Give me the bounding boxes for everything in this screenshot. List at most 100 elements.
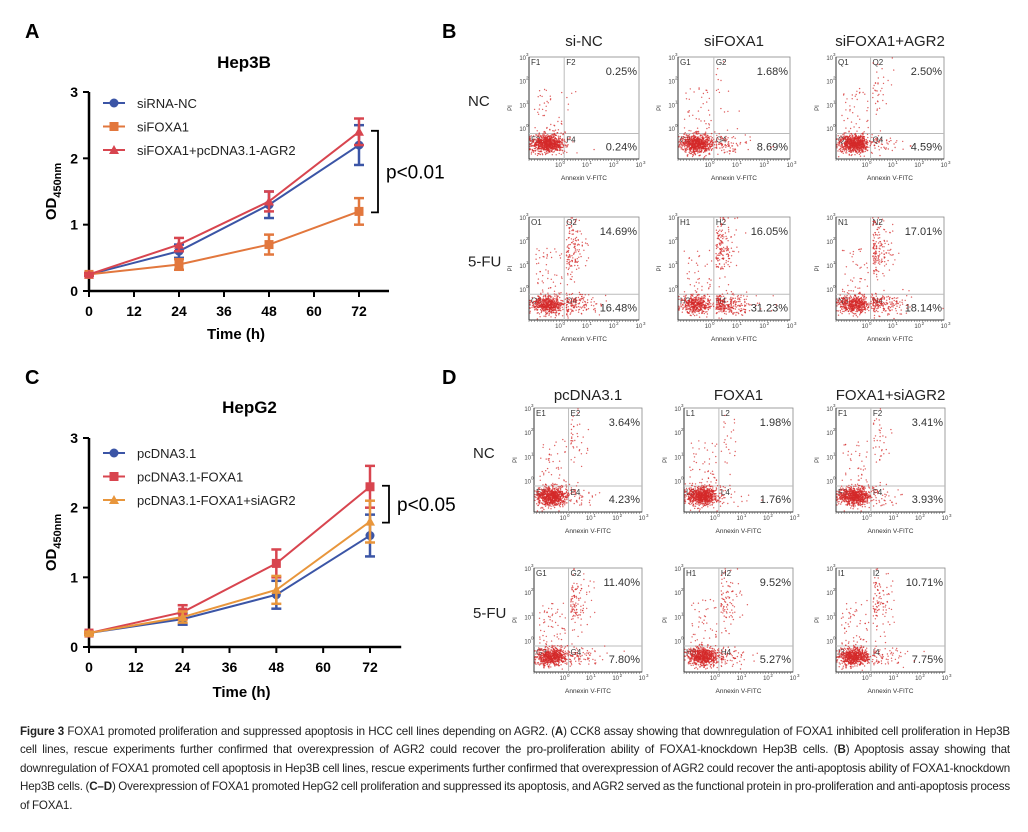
event-dot <box>557 146 560 149</box>
event-dot <box>569 136 571 139</box>
y-axis-label: PI <box>815 105 821 111</box>
event-dot <box>556 132 558 134</box>
event-dot <box>569 232 571 235</box>
event-dot <box>581 295 583 298</box>
event-dot <box>557 307 560 310</box>
y-tick-label: 2 <box>70 150 78 166</box>
event-dot <box>565 146 567 148</box>
event-dot <box>730 308 732 310</box>
event-dot <box>584 242 587 244</box>
event-dot <box>726 129 729 131</box>
event-dot <box>688 257 690 260</box>
event-dot <box>581 245 583 247</box>
event-dot <box>556 295 558 297</box>
event-dot <box>880 147 882 149</box>
event-dot <box>882 76 885 78</box>
event-dot <box>554 129 557 131</box>
event-dot <box>687 308 689 310</box>
event-dot <box>710 119 712 122</box>
quadrant-label: O1 <box>531 218 542 227</box>
event-dot <box>717 138 719 140</box>
event-dot <box>565 254 568 256</box>
event-dot <box>724 220 726 222</box>
event-dot <box>710 135 712 138</box>
event-dot <box>551 140 553 142</box>
event-dot <box>854 154 856 156</box>
event-dot <box>850 132 852 135</box>
y-tick-label: 10 <box>519 103 526 109</box>
event-dot <box>732 301 735 303</box>
event-dot <box>568 254 571 256</box>
event-dot <box>743 298 746 301</box>
event-dot <box>572 307 575 309</box>
event-dot <box>760 308 762 310</box>
event-dot <box>717 246 719 248</box>
event-dot <box>543 114 546 117</box>
x-tick-label: 10 <box>705 163 712 169</box>
event-dot <box>723 218 725 220</box>
event-dot <box>770 146 772 149</box>
event-dot <box>553 151 555 153</box>
event-dot <box>566 224 568 227</box>
event-dot <box>548 137 551 139</box>
event-dot <box>873 139 876 141</box>
event-dot <box>683 146 686 148</box>
event-dot <box>735 306 737 308</box>
event-dot <box>880 138 882 140</box>
event-dot <box>872 92 874 95</box>
series-siFOXA1+pcDNA3.1-AGR2 <box>84 117 364 279</box>
event-dot <box>843 135 845 137</box>
event-dot <box>531 306 533 309</box>
x-tick-label: 48 <box>269 659 285 675</box>
event-dot <box>737 300 740 303</box>
event-dot <box>733 234 736 236</box>
event-dot <box>687 134 689 137</box>
event-dot <box>552 151 554 153</box>
event-dot <box>701 147 704 150</box>
event-dot <box>559 254 561 257</box>
event-dot <box>577 239 579 241</box>
event-dot <box>567 103 570 105</box>
event-dot <box>853 141 855 144</box>
event-dot <box>709 142 712 144</box>
event-dot <box>542 302 544 304</box>
event-dot <box>736 128 739 130</box>
event-dot <box>581 306 584 308</box>
event-dot <box>574 237 577 240</box>
event-dot <box>560 276 563 278</box>
event-dot <box>720 225 722 227</box>
event-dot <box>716 137 718 139</box>
event-dot <box>727 248 729 250</box>
panel-label: A <box>25 21 39 43</box>
event-dot <box>696 250 699 252</box>
event-dot <box>552 130 554 132</box>
event-dot <box>724 138 727 140</box>
series-siFOXA1 <box>84 196 364 279</box>
x-tick-label: 10 <box>759 324 766 330</box>
event-dot <box>706 141 708 144</box>
event-dot <box>533 108 536 111</box>
event-dot <box>848 148 850 150</box>
event-dot <box>598 314 601 316</box>
event-dot <box>704 297 706 300</box>
event-dot <box>723 152 725 154</box>
event-dot <box>850 151 853 153</box>
event-dot <box>730 302 732 304</box>
event-dot <box>559 136 561 138</box>
event-dot <box>864 93 866 95</box>
x-tick-label: 60 <box>306 303 322 319</box>
event-dot <box>535 144 538 147</box>
event-dot <box>531 296 533 299</box>
event-dot <box>551 309 553 311</box>
event-dot <box>543 256 545 258</box>
event-dot <box>689 284 691 286</box>
event-dot <box>566 260 568 263</box>
event-dot <box>568 293 571 296</box>
event-dot <box>702 103 704 105</box>
event-dot <box>718 286 720 288</box>
event-dot <box>870 142 873 144</box>
event-dot <box>732 148 734 150</box>
event-dot <box>843 93 845 95</box>
event-dot <box>556 143 558 145</box>
